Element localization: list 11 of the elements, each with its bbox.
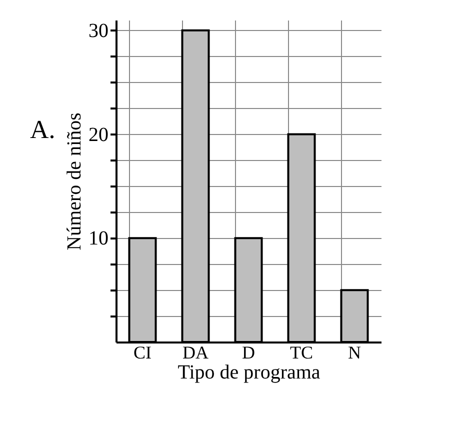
- x-tick-label: N: [348, 342, 362, 362]
- y-tick-label: 20: [88, 124, 109, 146]
- x-axis-title: Tipo de programa: [178, 362, 321, 384]
- y-tick-label: 30: [88, 20, 109, 42]
- y-axis-title: Número de niños: [64, 112, 86, 250]
- text: A.: [30, 115, 56, 145]
- x-tick-label: D: [242, 342, 256, 362]
- x-tick-label: TC: [290, 342, 314, 362]
- x-tick-label: CI: [134, 342, 152, 362]
- x-tick-label: DA: [182, 342, 209, 362]
- y-tick-label: 10: [88, 228, 109, 250]
